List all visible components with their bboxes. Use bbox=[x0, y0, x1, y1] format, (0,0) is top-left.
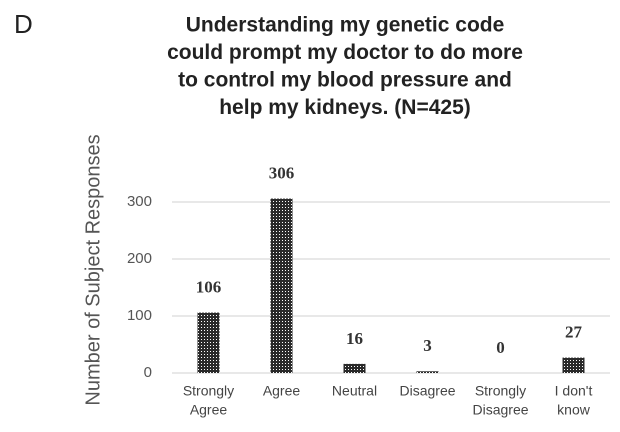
value-label: 27 bbox=[565, 323, 583, 342]
bar bbox=[270, 198, 293, 373]
x-tick-label: Disagree bbox=[472, 402, 528, 418]
panel-label: D bbox=[14, 9, 33, 39]
y-tick-label: 0 bbox=[144, 364, 152, 381]
bar bbox=[416, 371, 439, 373]
x-tick-label: know bbox=[557, 402, 591, 418]
chart-title: to control my blood pressure and bbox=[178, 69, 512, 92]
y-tick-label: 100 bbox=[127, 307, 152, 324]
x-tick-label: Disagree bbox=[399, 383, 455, 399]
value-label: 106 bbox=[196, 277, 222, 296]
y-tick-label: 200 bbox=[127, 250, 152, 267]
x-tick-label: Agree bbox=[190, 402, 228, 418]
chart-title: could prompt my doctor to do more bbox=[167, 41, 523, 64]
bar bbox=[197, 312, 220, 373]
x-tick-label: Strongly bbox=[183, 383, 234, 399]
x-tick-label: Neutral bbox=[332, 383, 377, 399]
x-tick-label: I don't bbox=[555, 383, 593, 399]
chart-title: help my kidneys. (N=425) bbox=[219, 96, 471, 119]
value-label: 16 bbox=[346, 329, 363, 348]
bar bbox=[562, 357, 585, 373]
y-axis-label: Number of Subject Responses bbox=[82, 134, 104, 405]
value-label: 306 bbox=[269, 163, 295, 182]
value-label: 3 bbox=[423, 336, 432, 355]
x-tick-label: Agree bbox=[263, 383, 301, 399]
x-tick-label: Strongly bbox=[475, 383, 526, 399]
value-label: 0 bbox=[496, 338, 505, 357]
chart-title: Understanding my genetic code bbox=[186, 14, 505, 37]
bar bbox=[343, 363, 366, 373]
y-tick-label: 300 bbox=[127, 193, 152, 210]
